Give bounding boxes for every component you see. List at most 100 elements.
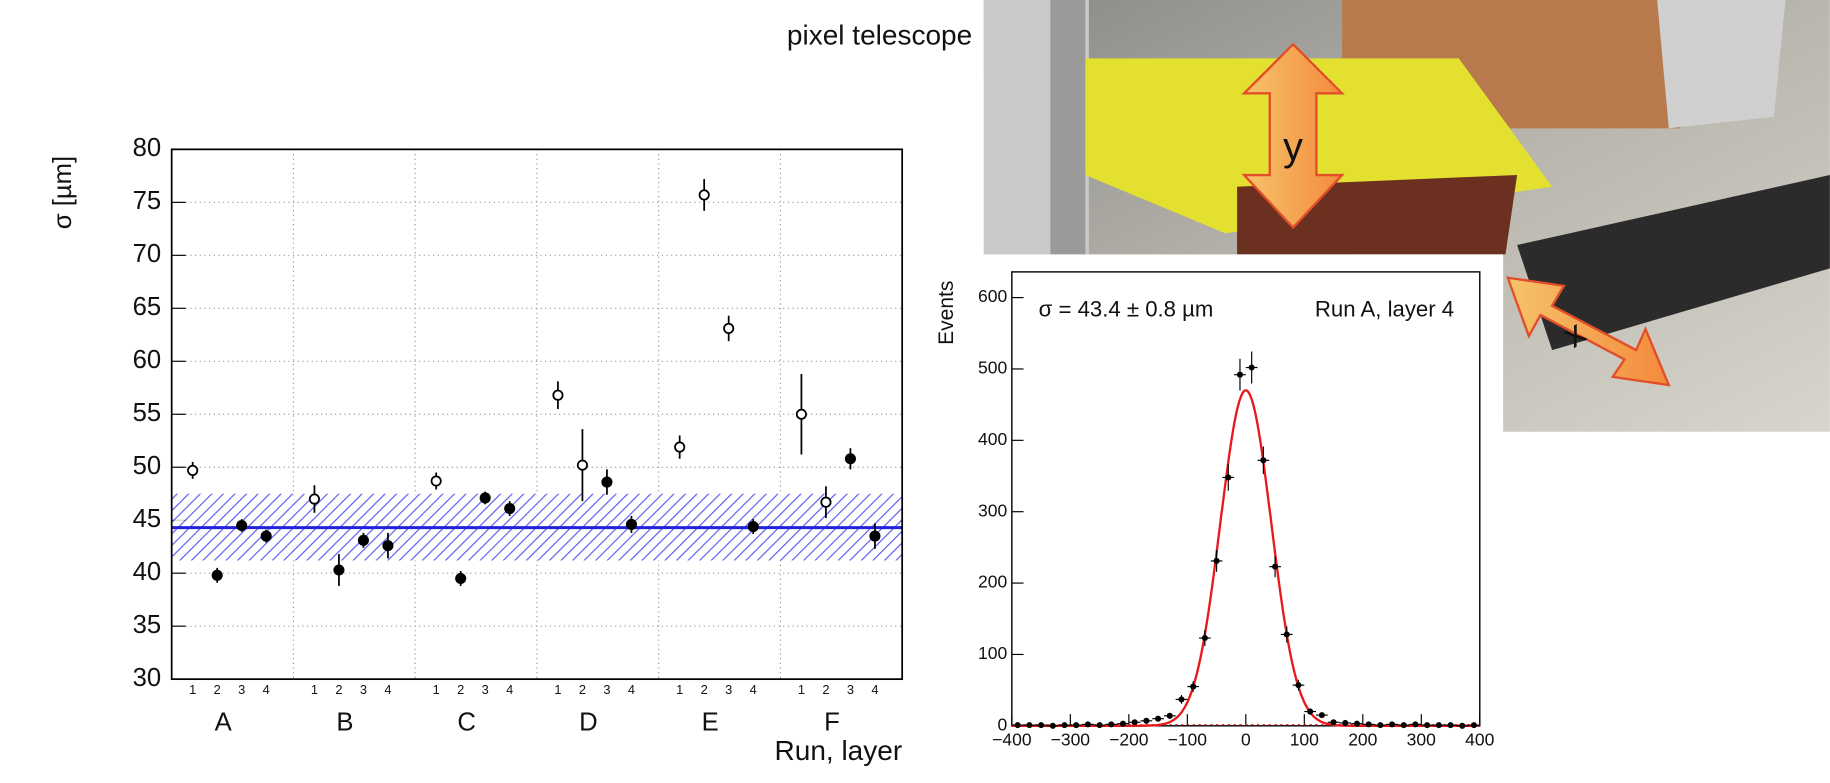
point [1108, 721, 1115, 728]
x-tick-label: 2 [335, 682, 342, 697]
x-tick-label: 0 [1241, 730, 1251, 750]
x-tick-label: 2 [579, 682, 586, 697]
x-tick-label: 3 [725, 682, 732, 697]
point [1178, 696, 1185, 703]
x-tick-label: 3 [482, 682, 489, 697]
x-tick-label: 1 [554, 682, 561, 697]
point [723, 322, 735, 334]
x-tick-label: 2 [701, 682, 708, 697]
y-tick-label: 100 [978, 643, 1007, 663]
photo-caption: pixel telescope [787, 20, 972, 51]
point [430, 475, 442, 487]
point [1424, 722, 1431, 729]
point [308, 493, 320, 505]
x-tick-label: 2 [822, 682, 829, 697]
y-tick-label: 40 [133, 558, 162, 586]
point [698, 189, 710, 201]
point [1365, 721, 1372, 728]
point [333, 564, 345, 576]
y-axis-title: Events [935, 281, 958, 345]
x-tick-label: −100 [1168, 730, 1208, 750]
y-tick-label: 30 [133, 664, 162, 692]
annotation: σ = 43.4 ± 0.8 µm [1039, 296, 1214, 321]
x-tick-label: 4 [263, 682, 270, 697]
point [1330, 719, 1337, 726]
x-tick-label: 200 [1348, 730, 1377, 750]
point [1307, 708, 1314, 715]
group-label: D [579, 708, 598, 736]
y-tick-label: 45 [133, 505, 162, 533]
point [1073, 722, 1080, 729]
arrow-label: y [1283, 125, 1303, 169]
x-axis-title: Run, layer [775, 735, 903, 766]
point [1318, 712, 1325, 719]
point [1248, 364, 1255, 371]
point [1190, 683, 1197, 690]
point [1201, 634, 1208, 642]
point [1283, 631, 1290, 638]
x-tick-label: 2 [457, 682, 464, 697]
point [1038, 722, 1045, 729]
point [552, 389, 564, 401]
y-tick-label: 600 [978, 286, 1007, 306]
point [1131, 719, 1138, 726]
point [211, 569, 223, 581]
point [625, 518, 637, 530]
y-tick-label: 65 [133, 293, 162, 321]
point [1295, 682, 1302, 689]
x-tick-label: 300 [1407, 730, 1436, 750]
y-axis-title: σ [µm] [49, 156, 77, 229]
group-label: E [702, 708, 719, 736]
point [1400, 722, 1407, 729]
point [260, 530, 272, 542]
x-tick-label: 1 [676, 682, 683, 697]
point [820, 496, 832, 508]
point [1342, 719, 1349, 727]
annotation: Run A, layer 4 [1315, 296, 1454, 321]
x-tick-label: 4 [750, 682, 757, 697]
point [1353, 720, 1360, 727]
point [1447, 722, 1454, 729]
point [747, 521, 759, 533]
point [1084, 721, 1091, 728]
point [844, 453, 856, 465]
x-tick-label: 3 [238, 682, 245, 697]
y-tick-label: 35 [133, 611, 162, 639]
point [1470, 722, 1477, 729]
point [1412, 721, 1419, 728]
group-label: C [457, 708, 476, 736]
point [674, 441, 686, 453]
x-tick-label: 1 [433, 682, 440, 697]
x-tick-label: 4 [871, 682, 878, 697]
point [1119, 720, 1127, 727]
group-label: F [824, 708, 840, 736]
point [1143, 717, 1150, 724]
group-label: A [215, 708, 233, 736]
point [382, 540, 394, 552]
point [1166, 712, 1173, 719]
frame [170, 148, 904, 681]
x-tick-label: −300 [1051, 730, 1091, 750]
point [869, 530, 881, 542]
point [576, 459, 588, 471]
point [504, 503, 516, 515]
frame [1011, 271, 1481, 727]
point [1026, 722, 1033, 729]
y-tick-label: 400 [978, 429, 1007, 449]
point [1435, 722, 1442, 729]
x-tick-label: 4 [506, 682, 513, 697]
x-tick-label: 400 [1465, 730, 1494, 750]
point [1389, 721, 1396, 728]
y-tick-label: 70 [133, 240, 162, 268]
y-tick-label: 75 [133, 187, 162, 215]
point [1377, 722, 1384, 729]
y-tick-label: 300 [978, 500, 1007, 520]
point [1260, 457, 1267, 464]
x-tick-label: 3 [847, 682, 854, 697]
point [236, 519, 248, 532]
x-tick-label: 2 [214, 682, 221, 697]
point [795, 408, 807, 420]
y-tick-label: 60 [133, 346, 162, 374]
x-tick-label: 1 [798, 682, 805, 697]
point [1061, 722, 1068, 729]
